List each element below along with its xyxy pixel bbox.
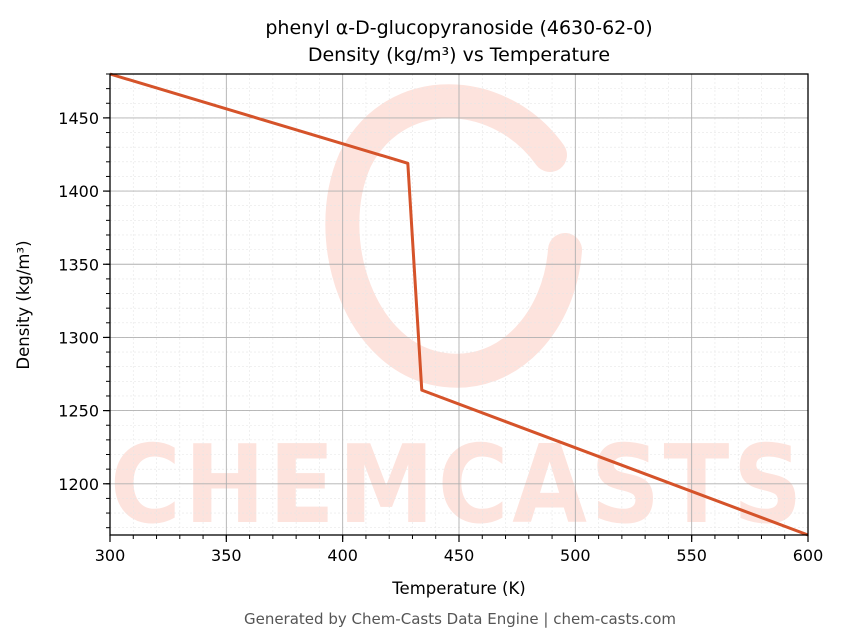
y-tick-label: 1250: [58, 402, 99, 421]
major-grid: [109, 74, 809, 535]
footer-credit: Generated by Chem-Casts Data Engine | ch…: [244, 610, 676, 628]
x-axis-label: Temperature (K): [391, 579, 525, 598]
x-axis: 300 350 400 450 500 550 600: [95, 535, 824, 565]
x-tick-label: 300: [95, 546, 126, 565]
y-tick-label: 1350: [58, 255, 99, 274]
x-tick-label: 400: [327, 546, 358, 565]
x-tick-label: 600: [793, 546, 824, 565]
watermark-text: CHEMCASTS: [110, 423, 806, 548]
y-tick-label: 1200: [58, 475, 99, 494]
y-tick-label: 1400: [58, 182, 99, 201]
density-line: [109, 72, 809, 537]
y-tick-label: 1450: [58, 109, 99, 128]
x-tick-label: 450: [444, 546, 475, 565]
y-axis-label: Density (kg/m³): [14, 240, 33, 369]
watermark-logo: [325, 84, 582, 388]
watermark: CHEMCASTS: [110, 84, 806, 548]
y-axis: 1200 1250 1300 1350 1400 1450: [58, 73, 110, 529]
x-tick-label: 350: [211, 546, 242, 565]
chart-subtitle: Density (kg/m³) vs Temperature: [308, 44, 610, 66]
x-tick-label: 500: [560, 546, 591, 565]
y-tick-label: 1300: [58, 328, 99, 347]
x-tick-label: 550: [676, 546, 707, 565]
chart-title: phenyl α-D-glucopyranoside (4630-62-0): [265, 17, 652, 39]
series-layer: [109, 72, 809, 537]
